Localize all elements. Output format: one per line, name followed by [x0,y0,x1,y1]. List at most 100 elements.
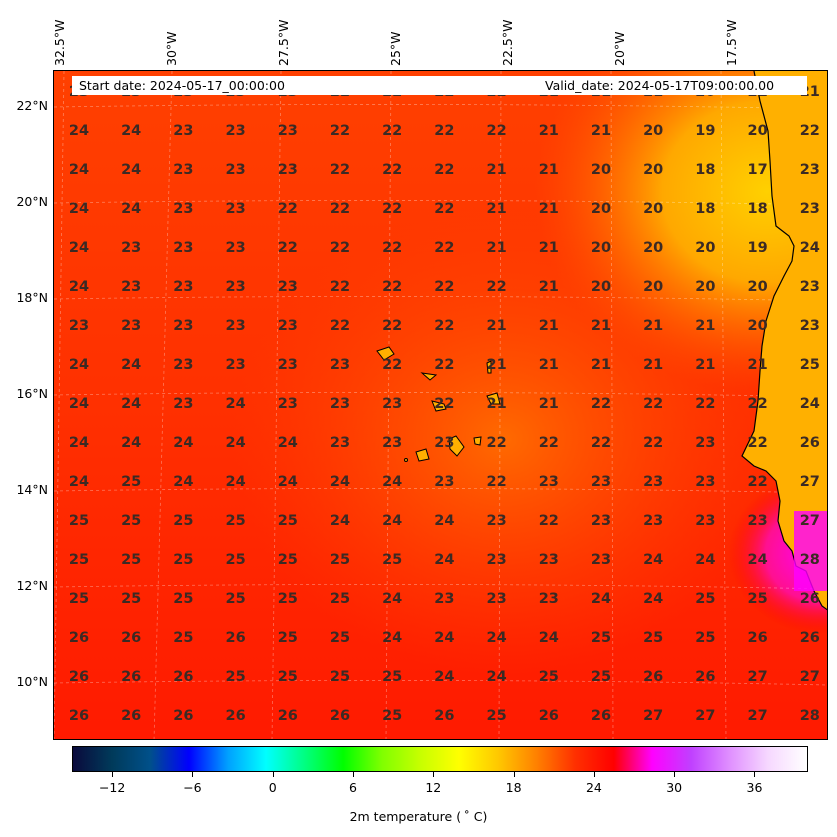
temperature-value: 26 [799,591,820,607]
temperature-value: 22 [277,240,298,256]
temperature-value: 22 [434,162,455,178]
temperature-value: 22 [434,396,455,412]
temperature-value: 25 [225,669,246,685]
temperature-value: 22 [643,396,664,412]
temperature-value: 26 [173,669,194,685]
temperature-value: 23 [173,162,194,178]
temperature-value: 21 [643,318,664,334]
temperature-value: 25 [382,552,403,568]
colorbar-tick-label: 6 [349,780,357,795]
colorbar-tick [674,772,676,777]
temperature-value: 20 [643,162,664,178]
temperature-value: 21 [486,396,507,412]
temperature-value: 28 [799,708,820,724]
graticule [54,71,827,739]
temperature-value: 20 [590,201,612,217]
temperature-value: 24 [695,552,716,568]
colorbar-tick [272,772,274,777]
colorbar-tick-label: 24 [585,780,602,795]
colorbar-tick [754,772,756,777]
temperature-value: 24 [68,357,90,373]
temperature-value: 26 [121,708,142,724]
temperature-value: 27 [799,474,820,490]
temperature-value: 22 [538,513,559,529]
temperature-value: 22 [329,123,351,139]
temperature-value: 23 [695,513,716,529]
temperature-value: 25 [329,552,351,568]
guinea-warm-land [794,511,827,591]
temperature-value: 20 [695,240,716,256]
latitude-label: 18°N [16,290,48,305]
temperature-value: 25 [173,591,194,607]
temperature-value: 25 [695,591,716,607]
colorbar-tick-label: 30 [666,780,683,795]
temperature-value: 23 [225,240,246,256]
temperature-value: 24 [68,162,90,178]
longitude-label-text: 27.5°W [276,19,291,66]
temperature-value: 26 [643,669,664,685]
temperature-value: 26 [747,630,768,646]
temperature-value: 23 [538,552,559,568]
temperature-value: 25 [329,591,351,607]
temperature-value: 24 [68,123,90,139]
temperature-value: 21 [590,123,612,139]
temperature-value: 27 [747,669,768,685]
latitude-label: 16°N [16,386,48,401]
temperature-value: 24 [329,474,351,490]
temperature-value: 23 [799,318,820,334]
temperature-value: 24 [68,435,90,451]
temperature-value: 20 [747,318,768,334]
temperature-value: 22 [486,123,507,139]
temperature-value: 25 [173,630,194,646]
temperature-value: 23 [486,552,507,568]
temperature-map [54,71,827,739]
temperature-value: 26 [590,708,612,724]
temperature-value: 25 [538,669,559,685]
temperature-value: 26 [434,708,455,724]
temperature-value: 22 [382,357,403,373]
temperature-value: 25 [277,513,298,529]
temperature-value: 26 [329,708,351,724]
colorbar-tick-label: −12 [98,780,126,795]
temperature-value: 18 [747,201,768,217]
temperature-value: 22 [747,396,768,412]
temperature-value: 24 [434,669,455,685]
temperature-value: 21 [538,396,559,412]
temperature-value: 22 [434,357,455,373]
temperature-value: 24 [434,630,455,646]
temperature-value: 25 [225,552,246,568]
temperature-value: 25 [747,591,768,607]
temperature-value: 21 [643,357,664,373]
latitude-label: 22°N [16,98,48,113]
date-header-box [72,76,807,95]
africa-coast [742,71,827,610]
longitude-label-text: 25°W [388,31,403,66]
temperature-value: 22 [643,435,664,451]
longitude-label: 30°W [164,6,181,66]
temperature-value: 22 [434,240,455,256]
temperature-value: 23 [643,513,664,529]
temperature-value: 22 [329,279,351,295]
temperature-value: 23 [486,513,507,529]
temperature-value: 22 [382,279,403,295]
coastline [741,71,827,611]
temperature-value: 23 [173,240,194,256]
temperature-value: 25 [121,474,142,490]
map-panel: 23 23 23 23 23 22 22 22 22 21 21 21 20 21 21 24 24 23 23 23… [53,70,828,740]
temperature-value: 19 [747,240,768,256]
temperature-value: 26 [68,708,90,724]
temperature-value: 21 [695,357,716,373]
temperature-value: 22 [382,201,403,217]
longitude-label: 32.5°W [52,6,69,66]
temperature-value: 21 [538,357,559,373]
temperature-value: 22 [329,162,351,178]
colorbar-tick [593,772,595,777]
temperature-value: 24 [590,591,612,607]
temperature-value: 24 [486,630,507,646]
colorbar-tick [433,772,435,777]
latitude-label: 20°N [16,194,48,209]
temperature-value: 26 [121,669,142,685]
valid-date: Valid_date: 2024-05-17T09:00:00.00 [545,78,775,93]
temperature-value: 24 [382,630,403,646]
temperature-value: 25 [68,513,90,529]
